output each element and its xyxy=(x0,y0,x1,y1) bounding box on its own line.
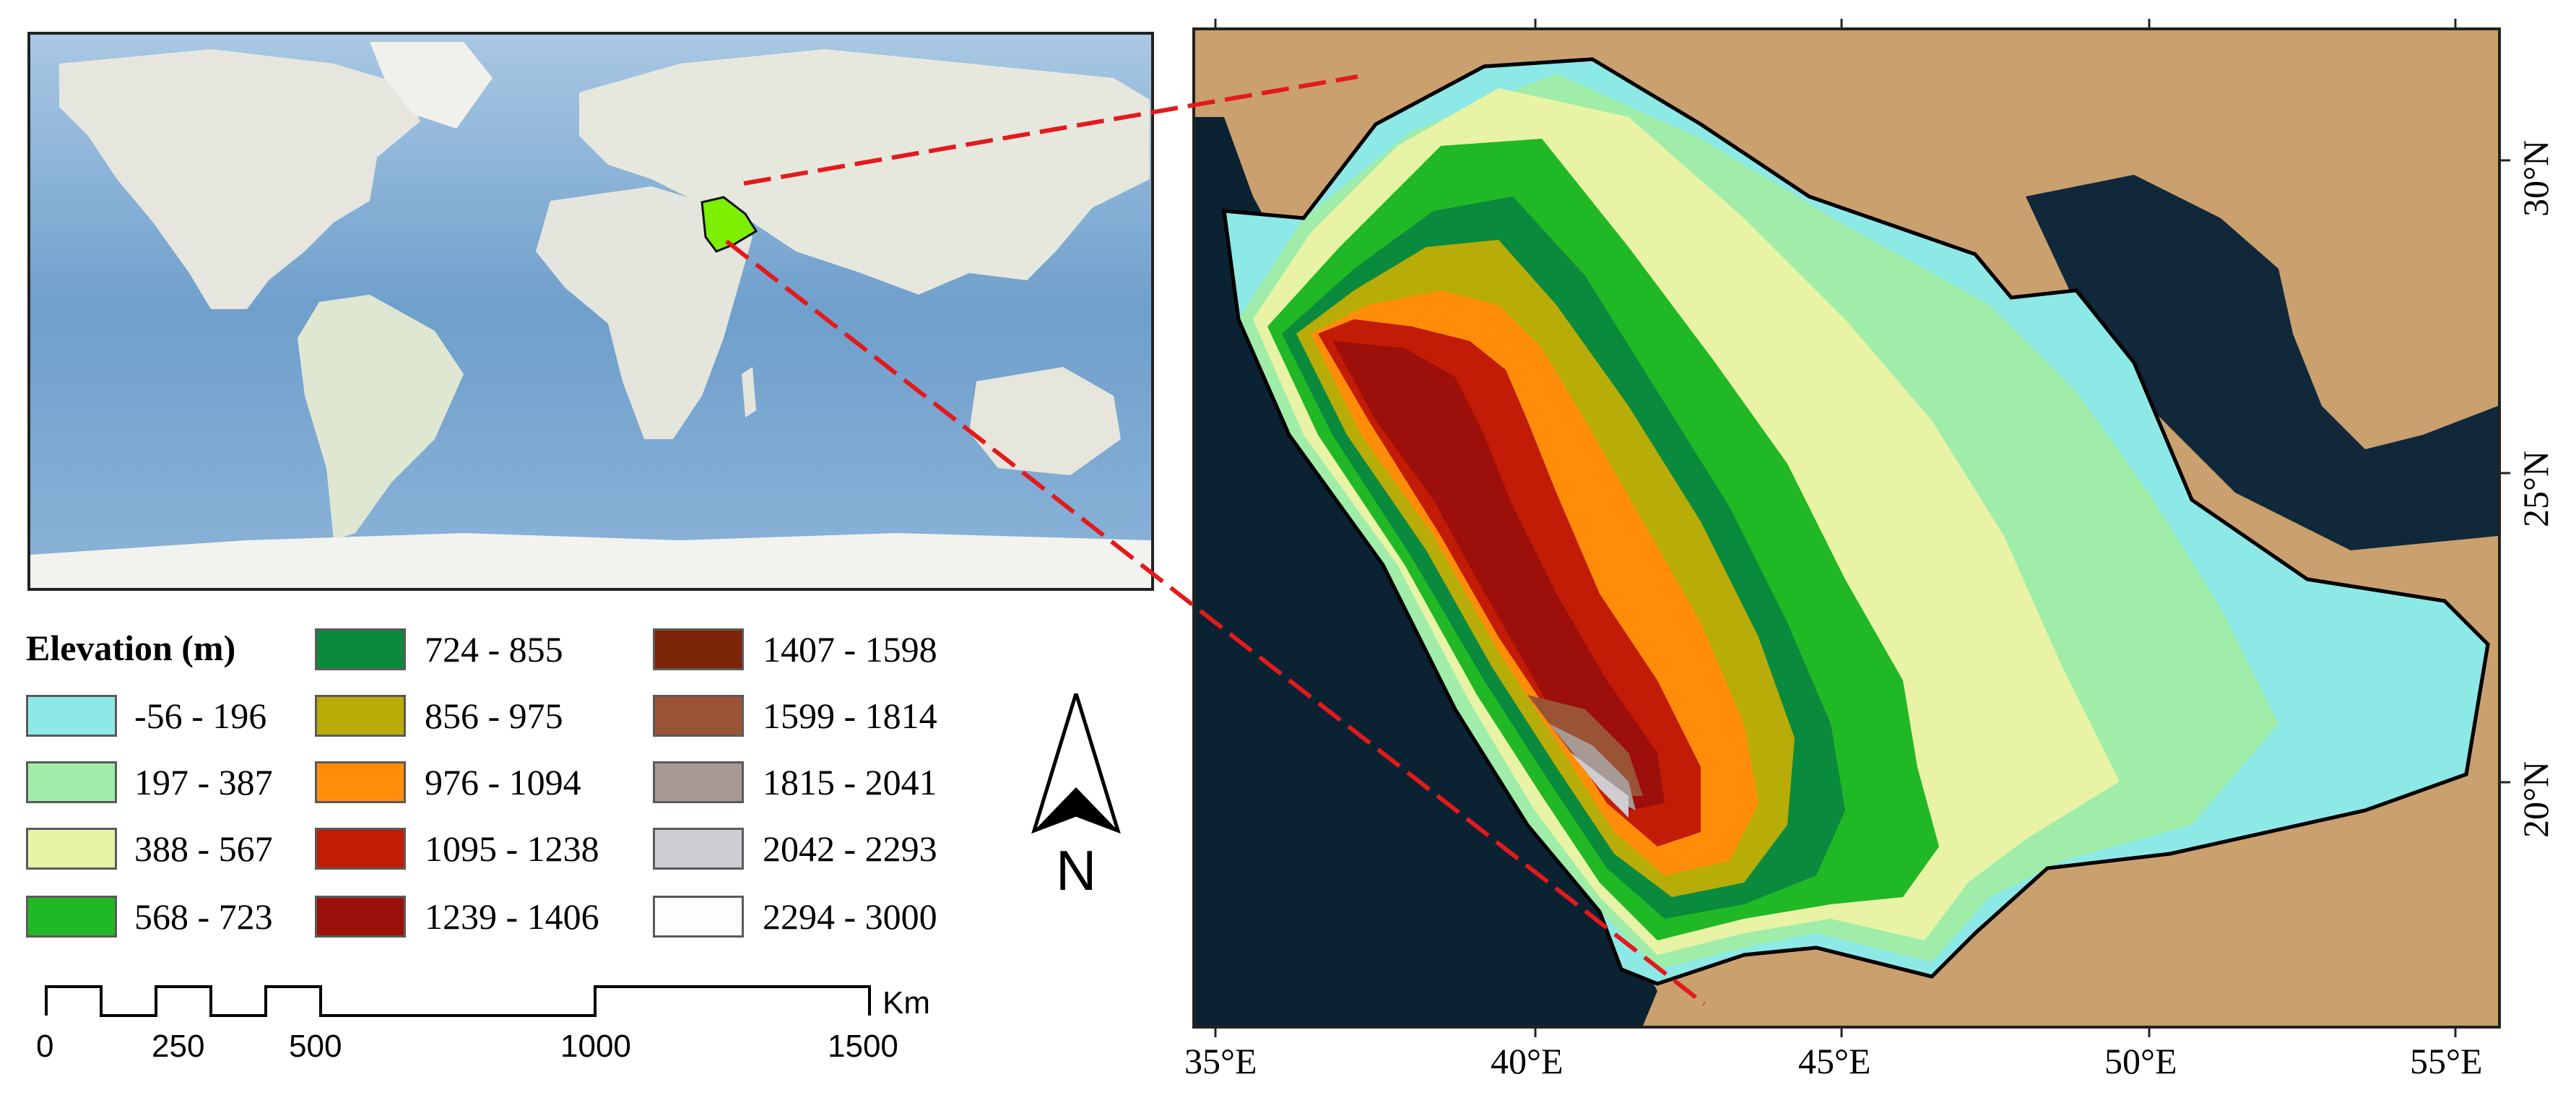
scale-label-500: 500 xyxy=(289,1029,342,1064)
antarctica-landmass xyxy=(30,533,1151,588)
legend-label-2: 197 - 387 xyxy=(134,762,273,802)
lon-label-45: 45°E xyxy=(1798,1041,1871,1081)
scale-bar xyxy=(45,985,871,1017)
highlighted-country xyxy=(701,196,758,253)
legend-swatch-3 xyxy=(26,828,117,870)
legend-swatch-11 xyxy=(653,695,744,737)
scale-label-250: 250 xyxy=(152,1029,205,1064)
lat-label-25: 25°N xyxy=(2515,450,2556,527)
legend-swatch-8 xyxy=(315,828,406,870)
lat-label-20: 20°N xyxy=(2515,761,2556,838)
lon-label-35: 35°E xyxy=(1184,1041,1257,1081)
legend-label-9: 1239 - 1406 xyxy=(425,896,599,937)
scale-label-1500: 1500 xyxy=(828,1029,898,1064)
legend-label-1: -56 - 196 xyxy=(134,696,267,736)
legend-label-12: 1815 - 2041 xyxy=(763,762,937,802)
legend-label-8: 1095 - 1238 xyxy=(425,828,599,869)
world-map-graphic xyxy=(30,35,1151,588)
madagascar-landmass xyxy=(742,367,756,417)
north-arrow-icon xyxy=(1031,693,1121,834)
legend-swatch-12 xyxy=(653,761,744,803)
south-america-landmass xyxy=(298,295,464,540)
legend-title: Elevation (m) xyxy=(26,628,236,668)
legend-label-5: 724 - 855 xyxy=(425,629,563,670)
legend-swatch-4 xyxy=(26,896,117,938)
scale-unit: Km xyxy=(882,985,930,1021)
world-inset-map xyxy=(27,32,1154,591)
elevation-band-1239-1406 xyxy=(1332,341,1665,810)
legend-swatch-9 xyxy=(315,896,406,938)
lon-label-50: 50°E xyxy=(2104,1041,2177,1081)
lon-label-55: 55°E xyxy=(2410,1041,2483,1081)
legend-swatch-10 xyxy=(653,628,744,670)
legend-label-4: 568 - 723 xyxy=(134,896,273,937)
legend-swatch-13 xyxy=(653,828,744,870)
lon-label-40: 40°E xyxy=(1491,1041,1564,1081)
scale-label-1000: 1000 xyxy=(560,1029,631,1064)
north-america-landmass xyxy=(59,49,420,309)
legend-swatch-7 xyxy=(315,761,406,803)
scale-label-0: 0 xyxy=(36,1029,54,1064)
persian-gulf xyxy=(2026,175,2498,550)
lat-label-30: 30°N xyxy=(2515,139,2556,217)
legend-swatch-6 xyxy=(315,695,406,737)
eurasia-landmass xyxy=(579,49,1150,295)
legend-label-6: 856 - 975 xyxy=(425,696,563,736)
main-elevation-map xyxy=(1192,27,2501,1029)
greenland-landmass xyxy=(370,42,493,129)
legend-label-10: 1407 - 1598 xyxy=(763,629,937,670)
elevation-band-2042-2293 xyxy=(1571,753,1629,818)
legend-swatch-1 xyxy=(26,695,117,737)
legend-label-13: 2042 - 2293 xyxy=(763,828,937,869)
north-arrow-label: N xyxy=(1056,839,1097,902)
legend-swatch-14 xyxy=(653,896,744,938)
leader-lines xyxy=(725,74,1706,1006)
legend-swatch-5 xyxy=(315,628,406,670)
elevation-map-graphic xyxy=(1195,30,2498,1026)
australia-landmass xyxy=(969,367,1121,475)
legend-label-14: 2294 - 3000 xyxy=(763,896,937,937)
legend-label-11: 1599 - 1814 xyxy=(763,696,937,736)
legend-label-3: 388 - 567 xyxy=(134,828,273,869)
africa-landmass xyxy=(536,186,753,439)
country-border xyxy=(1222,57,2490,986)
legend-swatch-2 xyxy=(26,761,117,803)
legend-label-7: 976 - 1094 xyxy=(425,762,581,802)
